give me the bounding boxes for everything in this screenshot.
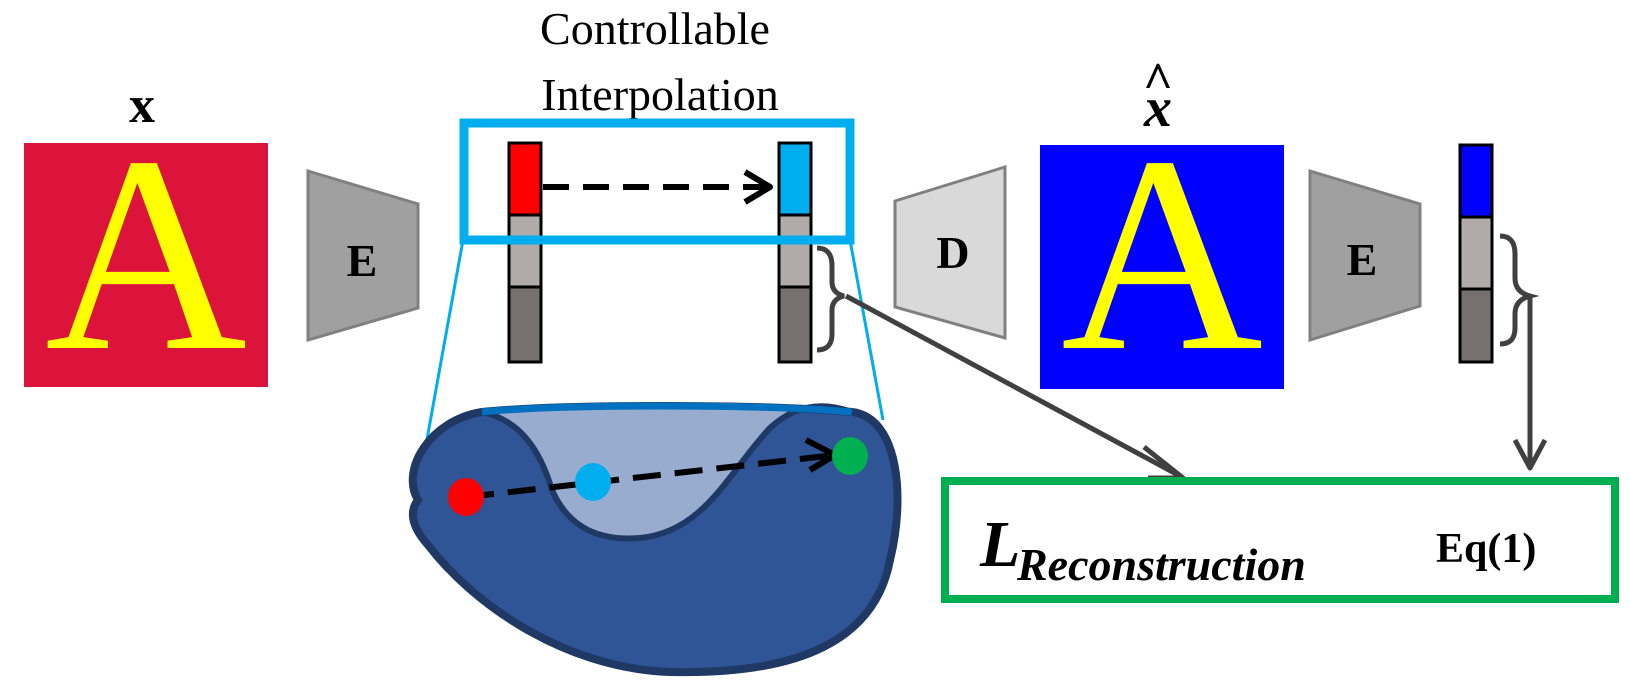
input-glyph: A [45,98,247,409]
controllable-region-highlight [459,118,855,245]
latent-1-content-segment [507,213,543,289]
decoder-label: D [936,227,969,278]
loss-subscript: Reconstruction [1016,539,1306,590]
manifold-point-green [832,437,868,475]
input-image: A [24,98,268,409]
latent-3-brace [1499,233,1540,347]
encoder-2-shape [1308,168,1422,343]
interpolation-arrow-head [743,169,773,205]
input-image-background [24,143,268,387]
decoder-shape [893,164,1007,340]
latent-2-controlled-segment [777,141,813,217]
latent-3-style-segment [1458,287,1494,364]
encoder-2: E [1308,168,1422,343]
loss-symbol: L [979,508,1020,581]
latent-to-loss-arrow-line [844,293,1182,479]
projection-line-right [848,239,885,421]
latent-1-controlled-segment [507,141,543,217]
latent-vector-1 [507,141,543,364]
output-hat-accent: ^ [1143,53,1173,110]
manifold-point-red [448,478,484,516]
input-symbol-label: x [129,77,155,134]
output-symbol-label: x [1143,77,1172,139]
latent-2-brace [816,245,845,353]
manifold-rim [481,402,853,416]
loss-equation-ref: Eq(1) [1436,526,1536,572]
loss-box: L Reconstruction Eq(1) [941,477,1619,603]
latent-3-controlled-segment [1458,143,1494,219]
decoder: D [893,164,1007,340]
module-title-line2: Interpolation [541,69,779,120]
latent-vector-2 [777,141,813,364]
latent-2-content-segment [777,213,813,289]
latent-1-style-segment [507,285,543,364]
encoder-1-shape [306,168,420,342]
latent-vector-3 [1458,143,1494,364]
manifold-trajectory-line [465,452,836,500]
loss-box-border [941,477,1619,603]
output-glyph: A [1061,98,1263,409]
encoder-2-label: E [1347,234,1378,285]
encoder-1-label: E [347,235,378,286]
module-title-line1: Controllable [540,3,770,54]
latent-3-content-segment [1458,215,1494,291]
output-image-background [1040,145,1284,389]
manifold-point-cyan [575,463,611,501]
output-image: A [1040,98,1284,409]
latent-2-style-segment [777,285,813,364]
latent-manifold [408,402,902,677]
encoder-1: E [306,168,420,342]
latent3-to-loss-arrow-head [1512,438,1548,471]
